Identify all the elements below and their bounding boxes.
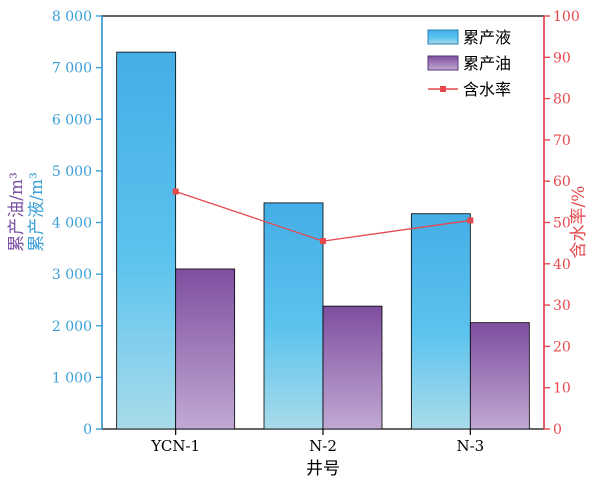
bar-oil xyxy=(322,305,383,430)
right-tick-label: 0 xyxy=(553,422,562,438)
water-cut-point xyxy=(172,188,179,195)
left-tick-label: 0 xyxy=(83,422,92,438)
bar-liquid xyxy=(410,213,471,430)
right-tick-label: 40 xyxy=(553,257,571,273)
left-tick-label: 2 000 xyxy=(52,319,92,335)
water-cut-point xyxy=(467,217,474,224)
y-left-label-oil: 累产油/m³ xyxy=(7,172,27,252)
x-tick-label: N-2 xyxy=(309,437,337,455)
y-right-label: 含水率/% xyxy=(569,186,589,259)
bar-liquid xyxy=(263,202,324,430)
x-tick-label: YCN-1 xyxy=(150,437,200,455)
svg-text:累产油/m³: 累产油/m³ xyxy=(7,172,27,252)
legend-swatch-liquid xyxy=(427,29,459,45)
legend-marker-watercut xyxy=(440,86,446,92)
bar-liquid xyxy=(116,51,177,430)
svg-text:累产液/m³: 累产液/m³ xyxy=(27,172,47,252)
bar-oil xyxy=(469,322,530,430)
legend-label-oil: 累产油 xyxy=(463,54,511,73)
x-axis-label: 井号 xyxy=(306,459,340,479)
svg-text:含水率/%: 含水率/% xyxy=(569,186,589,259)
right-axis-ticks: 0 10 20 30 40 50 60 70 80 90 100 xyxy=(544,9,580,438)
left-tick-label: 3 000 xyxy=(52,267,92,283)
left-tick-label: 4 000 xyxy=(52,216,92,232)
water-cut-line xyxy=(172,188,474,245)
legend-swatch-oil xyxy=(427,55,459,71)
right-tick-label: 90 xyxy=(553,50,571,66)
y-left-label-liquid: 累产液/m³ xyxy=(27,172,47,252)
x-tick-label: N-3 xyxy=(456,437,484,455)
bars xyxy=(116,51,530,430)
left-tick-label: 8 000 xyxy=(52,9,92,25)
legend: 累产液 累产油 含水率 xyxy=(427,28,511,99)
left-tick-label: 1 000 xyxy=(52,370,92,386)
left-tick-label: 6 000 xyxy=(52,112,92,128)
left-tick-label: 7 000 xyxy=(52,61,92,77)
right-tick-label: 30 xyxy=(553,298,571,314)
water-cut-point xyxy=(320,238,326,245)
left-axis-ticks: 0 1 000 2 000 3 000 4 000 5 000 6 000 7 000 8 00… xyxy=(52,9,102,438)
legend-label-watercut: 含水率 xyxy=(463,80,511,99)
x-axis-ticks: YCN-1 N-2 N-3 xyxy=(150,429,484,455)
right-tick-label: 70 xyxy=(553,133,571,149)
bar-oil xyxy=(175,268,236,430)
right-tick-label: 20 xyxy=(553,339,571,355)
legend-label-liquid: 累产液 xyxy=(463,28,511,47)
right-tick-label: 10 xyxy=(553,381,571,397)
right-tick-label: 60 xyxy=(553,174,571,190)
right-tick-label: 100 xyxy=(553,9,580,25)
right-tick-label: 50 xyxy=(553,216,571,232)
right-tick-label: 80 xyxy=(553,92,571,108)
left-tick-label: 5 000 xyxy=(52,164,92,180)
